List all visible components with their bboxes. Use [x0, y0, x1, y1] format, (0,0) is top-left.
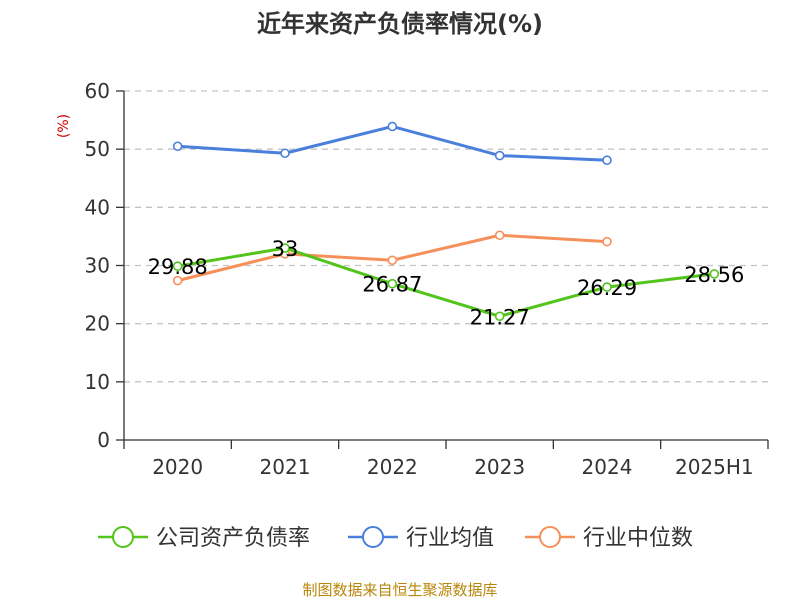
series-point-0	[709, 269, 720, 279]
legend-label: 行业中位数	[583, 526, 693, 551]
y-tick-label: 20	[85, 312, 110, 336]
axes: 0 10 20 30 40 50 60 2020 2021 2022 2023 2024 2025H1	[85, 79, 769, 479]
legend-label: 行业均值	[406, 526, 494, 551]
y-tick-label: 0	[97, 428, 110, 452]
y-tick-label: 30	[85, 254, 110, 278]
data-label: 21.27	[470, 305, 530, 329]
data-label: 26.87	[362, 273, 422, 297]
x-tick-label: 2025H1	[675, 455, 754, 479]
series-line-1	[177, 124, 608, 162]
series-point-1	[387, 121, 398, 132]
data-label: 33	[272, 237, 299, 261]
legend-marker	[112, 526, 134, 548]
series-point-2	[172, 275, 183, 286]
legend-marker	[362, 526, 384, 548]
series-point-1	[494, 150, 505, 161]
series-line-0	[177, 246, 715, 318]
series-point-0	[602, 282, 612, 292]
y-tick-label: 40	[85, 195, 110, 219]
y-tick-label: 10	[85, 370, 110, 394]
series-point-0	[280, 243, 290, 253]
source-note: 制图数据来自恒生聚源数据库	[302, 581, 497, 599]
series-point-0	[494, 311, 505, 322]
series-point-1	[172, 141, 183, 152]
x-tick-label: 2020	[152, 455, 203, 479]
series-point-1	[602, 155, 612, 166]
series-point-1	[280, 148, 290, 159]
series-group	[172, 121, 720, 322]
chart-title: 近年来资产负债率情况(%)	[257, 10, 543, 38]
x-tick-label: 2024	[582, 455, 633, 479]
legend: 公司资产负债率 行业均值 行业中位数	[98, 526, 693, 551]
data-label: 29.88	[148, 255, 208, 279]
x-tick-label: 2023	[474, 455, 525, 479]
series-point-2	[494, 230, 505, 241]
series-point-0	[387, 278, 398, 289]
legend-marker	[539, 526, 561, 548]
data-label: 26.29	[577, 276, 637, 300]
y-tick-label: 50	[85, 137, 110, 161]
series-point-2	[602, 236, 612, 247]
y-axis-label: (%)	[56, 114, 72, 138]
y-tick-label: 60	[85, 79, 110, 103]
series-point-2	[387, 255, 398, 266]
gridlines	[124, 90, 768, 383]
data-labels: 29.88 33 26.87 21.27 26.29 28.56	[148, 237, 745, 329]
legend-label: 公司资产负债率	[156, 526, 310, 551]
data-label: 28.56	[684, 263, 744, 287]
series-point-0	[172, 261, 183, 271]
x-tick-label: 2021	[260, 455, 311, 479]
x-tick-label: 2022	[367, 455, 418, 479]
